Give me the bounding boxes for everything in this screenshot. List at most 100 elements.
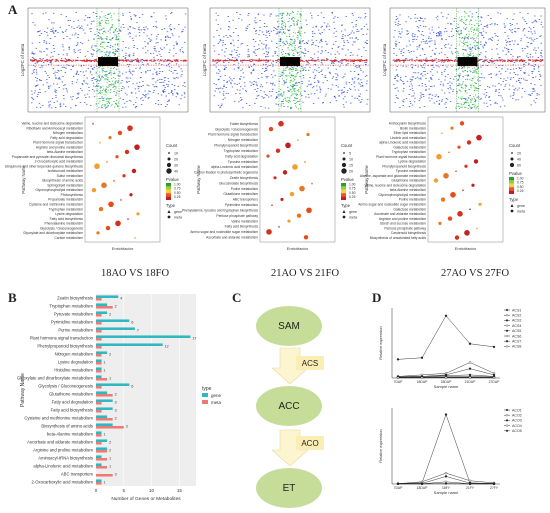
enrichment-triangle — [469, 208, 471, 211]
flow-node-sam: SAM — [256, 306, 322, 346]
enrichment-pathway-label: Galactose metabolism — [393, 145, 426, 149]
bar-meta — [96, 442, 102, 445]
bar-gene — [96, 311, 108, 314]
enrichment-xlabel: Enrichfactor — [112, 246, 134, 251]
enrichment-pathway-label: beta-Alanine metabolism — [47, 150, 84, 154]
bar-ylabel: Pathway Name — [20, 373, 26, 407]
panel-letter-b: B — [8, 290, 17, 305]
enrichment-pathway-label: Amino sugar and nucleotide sugar metabol… — [358, 203, 426, 207]
bar-value-label: 1 — [109, 456, 111, 460]
bar-gene — [96, 375, 102, 378]
bar-meta — [96, 346, 102, 349]
line-xtick: 18DAP — [417, 486, 428, 490]
enrichment-pathway-label: Purine metabolism — [231, 187, 259, 191]
scatter-center — [457, 57, 478, 67]
line-legend-label: ACS1 — [512, 308, 521, 312]
enrichment-dot — [303, 235, 309, 240]
bar-meta — [96, 402, 102, 405]
enrichment-pathway-label: Biosynthesis of unsaturated fatty acids — [370, 236, 427, 240]
enrichment-pathway-label: Fatty acid degradation — [50, 136, 83, 140]
bar-gene — [96, 359, 102, 362]
bar-value-label: 2 — [115, 304, 117, 308]
bar-meta — [96, 378, 108, 381]
bar-category-label: Pyruvate metabolism — [54, 312, 94, 317]
bar-value-label: 2 — [109, 312, 111, 316]
bar-value-label: 1 — [104, 368, 106, 372]
line-legend-label: ACS5 — [512, 329, 521, 333]
line-ylabel: Relative expression — [379, 429, 383, 462]
enrichment-dot — [471, 183, 475, 187]
bar-category-label: Fatty acid biosynthesis — [51, 408, 93, 413]
line-legend-marker — [505, 414, 509, 417]
bar-value-label: 1 — [104, 360, 106, 364]
bar-meta — [96, 386, 102, 389]
bar-meta — [96, 306, 113, 309]
legend-type-meta: meta — [174, 215, 182, 219]
bar-meta — [96, 418, 113, 421]
enrichment-pathway-label: Purine metabolism — [399, 198, 427, 202]
enrichment-pathway-label: Lysine degradation — [55, 212, 83, 216]
enrichment-pathway-label: Ether lipid metabolism — [394, 131, 427, 135]
bar-gene — [96, 399, 113, 402]
legend-type-gene: gene — [174, 210, 182, 214]
legend-type-gene: gene — [349, 210, 357, 214]
bar-category-label: beta-Alanine metabolism — [47, 432, 94, 437]
bar-xtick: 10 — [149, 488, 155, 493]
enrichment-dot — [450, 191, 456, 198]
enrichment-pathway-label: Anthocyanin biosynthesis — [389, 122, 427, 126]
legend-type-title: Type — [166, 203, 176, 208]
bar-value-label: 7 — [137, 328, 139, 332]
enrichment-dot — [105, 225, 111, 231]
caption-18: 18AO VS 18FO — [100, 268, 170, 279]
enrichment-dot — [447, 216, 453, 221]
enrichment-dot — [122, 174, 126, 178]
enrichment-ylabel: Pathway Name — [364, 165, 369, 194]
bar-value-label: 2 — [109, 440, 111, 444]
enrichment-triangle — [120, 198, 122, 201]
bar-category-label: Biosynthesis of amino acids — [41, 424, 93, 429]
line-chart-2: 7DAP 18DAP 18FY 21FY 27FY Sample name Relative… — [379, 408, 522, 495]
enrichment-triangle — [441, 131, 443, 134]
line-xlabel: Sample name — [434, 490, 459, 495]
line-legend-label: ACO3 — [512, 419, 522, 423]
legend-pvalue-label: 0.25 — [349, 195, 356, 199]
bar-value-label: 1 — [104, 480, 106, 484]
enrichment-triangle — [99, 141, 101, 144]
line-chart-1: 7DAP 18DAP 18DAP 21DAP 27DAP Sample name Relat… — [379, 308, 521, 389]
enrichment-pathway-label: Sulfur metabolism — [57, 174, 84, 178]
enrichment-dot — [96, 231, 100, 235]
flow-node-acc: ACC — [256, 386, 322, 426]
line-point — [444, 413, 448, 416]
enrichment-triangle — [476, 227, 478, 230]
enrichment-triangle — [455, 169, 457, 172]
bar-value-label: 3 — [115, 408, 117, 412]
enrichment-pathway-label: Valine, leucine and isoleucine degradati… — [21, 122, 83, 126]
line-point — [444, 314, 448, 317]
legend-pvalue-label: 0.75 — [517, 181, 524, 185]
enrichment-pathway-label: Plant hormone signal transduction — [33, 141, 83, 145]
legend-type-meta: meta — [517, 209, 525, 213]
enrichment-dot — [266, 154, 270, 158]
bar-category-label: Pyrimidine metabolism — [51, 320, 94, 325]
enrichment-pathway-label: Fatty acid degradation — [225, 154, 258, 158]
bar-gene — [96, 479, 102, 482]
bar-gene — [96, 319, 130, 322]
legend-pvalue-title: Pvalue — [166, 177, 179, 182]
legend-count-title: Count — [509, 143, 521, 148]
scatter-center — [98, 57, 118, 67]
enrichment-pathway-label: Arginine and proline metabolism — [36, 145, 83, 149]
enrichment-dot — [433, 178, 439, 183]
legend-count-label: 10 — [174, 152, 178, 156]
legend-count-label: 30 — [174, 164, 178, 168]
legend-count-dot — [342, 157, 346, 161]
bar-value-label: 12 — [165, 344, 169, 348]
panel-letter-d: D — [372, 290, 382, 305]
enrichment-pathway-label: ABC transporters — [233, 198, 259, 202]
enrichment-pathway-label: Glutathione metabolism — [391, 179, 426, 183]
enrichment-pathway-label: Tryptophan metabolism — [392, 150, 427, 154]
enrichment-pathway-label: Valine metabolism — [231, 219, 258, 223]
bar-value-label: 6 — [131, 320, 133, 324]
enrichment-pathway-label: Phenylalanine metabolism — [45, 222, 84, 226]
legend-type-triangle — [342, 210, 346, 213]
